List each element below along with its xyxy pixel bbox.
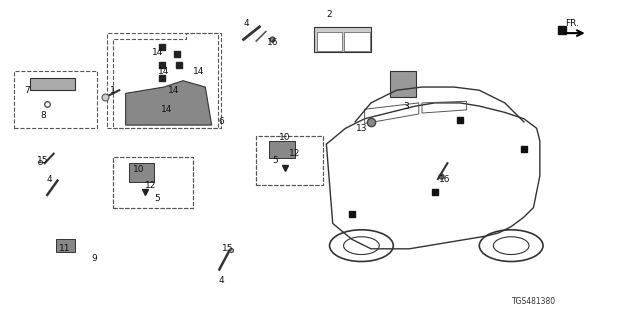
Text: 5: 5 [155, 194, 161, 203]
Bar [390, 71, 415, 97]
Text: 6: 6 [218, 117, 224, 126]
Text: 16: 16 [438, 174, 450, 184]
Text: 12: 12 [289, 149, 300, 158]
Text: 14: 14 [152, 48, 163, 57]
Text: 4: 4 [244, 19, 250, 28]
Bar [106, 33, 218, 128]
Bar [256, 136, 323, 185]
Bar [56, 239, 75, 252]
Text: 8: 8 [40, 111, 45, 120]
Text: 9: 9 [91, 254, 97, 263]
Bar [129, 163, 154, 182]
Bar [269, 141, 294, 158]
Text: 3: 3 [403, 101, 409, 111]
Text: 2: 2 [327, 10, 332, 19]
Text: 13: 13 [356, 124, 367, 133]
Text: TGS481380: TGS481380 [511, 297, 556, 306]
Text: 11: 11 [60, 244, 71, 253]
Polygon shape [30, 77, 75, 90]
Bar [317, 32, 342, 51]
Text: 15: 15 [222, 244, 234, 253]
Bar [344, 32, 370, 51]
Text: 15: 15 [37, 156, 49, 164]
Text: 4: 4 [218, 276, 224, 285]
Bar [256, 136, 323, 185]
Text: 7: 7 [24, 86, 29, 95]
Text: 16: 16 [266, 38, 278, 47]
Text: 10: 10 [132, 165, 144, 174]
Text: 14: 14 [158, 67, 170, 76]
Text: 1: 1 [110, 86, 116, 95]
Text: 14: 14 [168, 86, 179, 95]
Text: 5: 5 [273, 156, 278, 164]
Text: FR.: FR. [564, 19, 579, 28]
Text: 14: 14 [161, 105, 173, 114]
Polygon shape [125, 81, 212, 125]
Bar [314, 27, 371, 52]
Text: 14: 14 [193, 67, 205, 76]
Text: 10: 10 [279, 133, 291, 142]
Bar [14, 71, 97, 128]
Text: 12: 12 [145, 181, 157, 190]
Bar [113, 157, 193, 208]
Bar [113, 157, 193, 208]
Text: 4: 4 [46, 174, 52, 184]
